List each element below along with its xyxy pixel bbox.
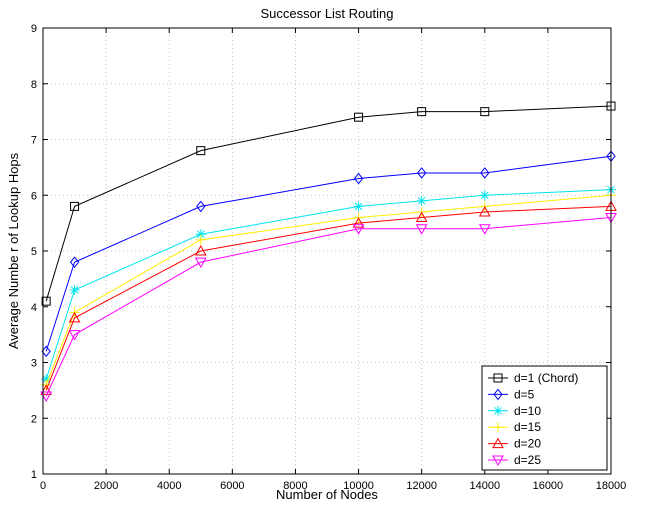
data-point	[196, 146, 206, 156]
series-line	[45, 205, 612, 391]
plot-border	[42, 27, 612, 475]
data-point	[352, 224, 365, 235]
legend-label: d=20	[514, 437, 541, 451]
legend-item: d=5	[488, 387, 535, 401]
series-3	[41, 184, 616, 385]
legend-label: d=25	[514, 453, 541, 467]
data-point	[417, 167, 427, 179]
x-tick-label: 16000	[533, 480, 564, 492]
y-tick-label: 2	[31, 413, 37, 425]
data-point	[353, 172, 364, 185]
x-tick-label: 18000	[596, 480, 627, 492]
data-point	[40, 391, 53, 402]
x-tick-label: 4000	[157, 480, 181, 492]
series-2	[41, 150, 616, 358]
data-point	[352, 217, 365, 228]
data-point	[195, 229, 206, 240]
y-tick-label: 6	[31, 190, 37, 202]
data-point	[69, 285, 80, 296]
legend-label: d=1 (Chord)	[514, 371, 578, 385]
data-point	[415, 211, 428, 223]
data-point	[479, 190, 490, 201]
legend-marker	[493, 373, 503, 383]
y-tick-label: 7	[31, 135, 37, 147]
series-1	[41, 101, 616, 306]
data-point	[194, 244, 207, 256]
data-point	[68, 311, 81, 323]
series-5	[40, 200, 617, 395]
data-point	[196, 200, 206, 213]
x-tick-label: 0	[40, 480, 46, 492]
data-point	[480, 107, 490, 117]
series-layer	[40, 101, 617, 402]
grid	[43, 28, 611, 474]
x-tick-label: 2000	[94, 480, 118, 492]
series-line	[45, 105, 612, 302]
legend-item: d=15	[488, 420, 541, 434]
y-tick-label: 9	[31, 23, 37, 35]
legend-marker	[492, 455, 504, 467]
data-point	[353, 201, 364, 212]
data-point	[416, 195, 427, 206]
y-tick-label: 5	[31, 246, 37, 258]
x-axis-label: Number of Nodes	[276, 487, 378, 502]
series-6	[40, 213, 617, 402]
y-tick-label: 3	[31, 358, 37, 370]
series-line	[45, 155, 612, 352]
data-point	[68, 330, 81, 341]
legend-item: d=10	[488, 404, 541, 418]
legend-label: d=5	[514, 387, 535, 401]
x-tick-label: 8000	[283, 480, 307, 492]
data-point	[41, 296, 51, 306]
chart-title: Successor List Routing	[261, 6, 394, 21]
data-point	[478, 224, 491, 235]
data-point	[195, 234, 206, 245]
legend-item: d=1 (Chord)	[488, 371, 578, 385]
data-point	[480, 167, 490, 179]
legend-marker	[493, 388, 503, 401]
x-tick-label: 6000	[220, 480, 244, 492]
legend: d=1 (Chord) d=5 d=10 d=15 d=20 d=25	[481, 365, 608, 471]
legend-box	[481, 365, 608, 471]
axes: 0 2000 4000 6000 8000 10000 12000 14000 16000 180…	[31, 23, 626, 492]
data-point	[415, 224, 428, 235]
x-tick-label: 12000	[406, 480, 437, 492]
data-point	[70, 201, 80, 211]
x-tick-label: 10000	[343, 480, 374, 492]
legend-label: d=15	[514, 420, 541, 434]
legend-marker	[492, 437, 504, 449]
data-point	[41, 374, 52, 385]
legend-label: d=10	[514, 404, 541, 418]
y-tick-label: 8	[31, 79, 37, 91]
data-point	[354, 112, 364, 122]
legend-item: d=20	[488, 437, 541, 451]
data-point	[478, 205, 491, 217]
x-tick-label: 14000	[469, 480, 500, 492]
legend-marker	[493, 405, 503, 416]
data-point	[69, 256, 80, 268]
data-point	[194, 257, 207, 269]
y-axis-label: Average Numbe r of Lookup Hops	[6, 152, 21, 349]
series-line	[45, 217, 612, 397]
y-tick-label: 1	[31, 469, 37, 481]
y-tick-label: 4	[31, 302, 37, 314]
legend-item: d=25	[488, 453, 541, 467]
legend-marker	[493, 422, 503, 433]
data-point	[417, 107, 427, 117]
